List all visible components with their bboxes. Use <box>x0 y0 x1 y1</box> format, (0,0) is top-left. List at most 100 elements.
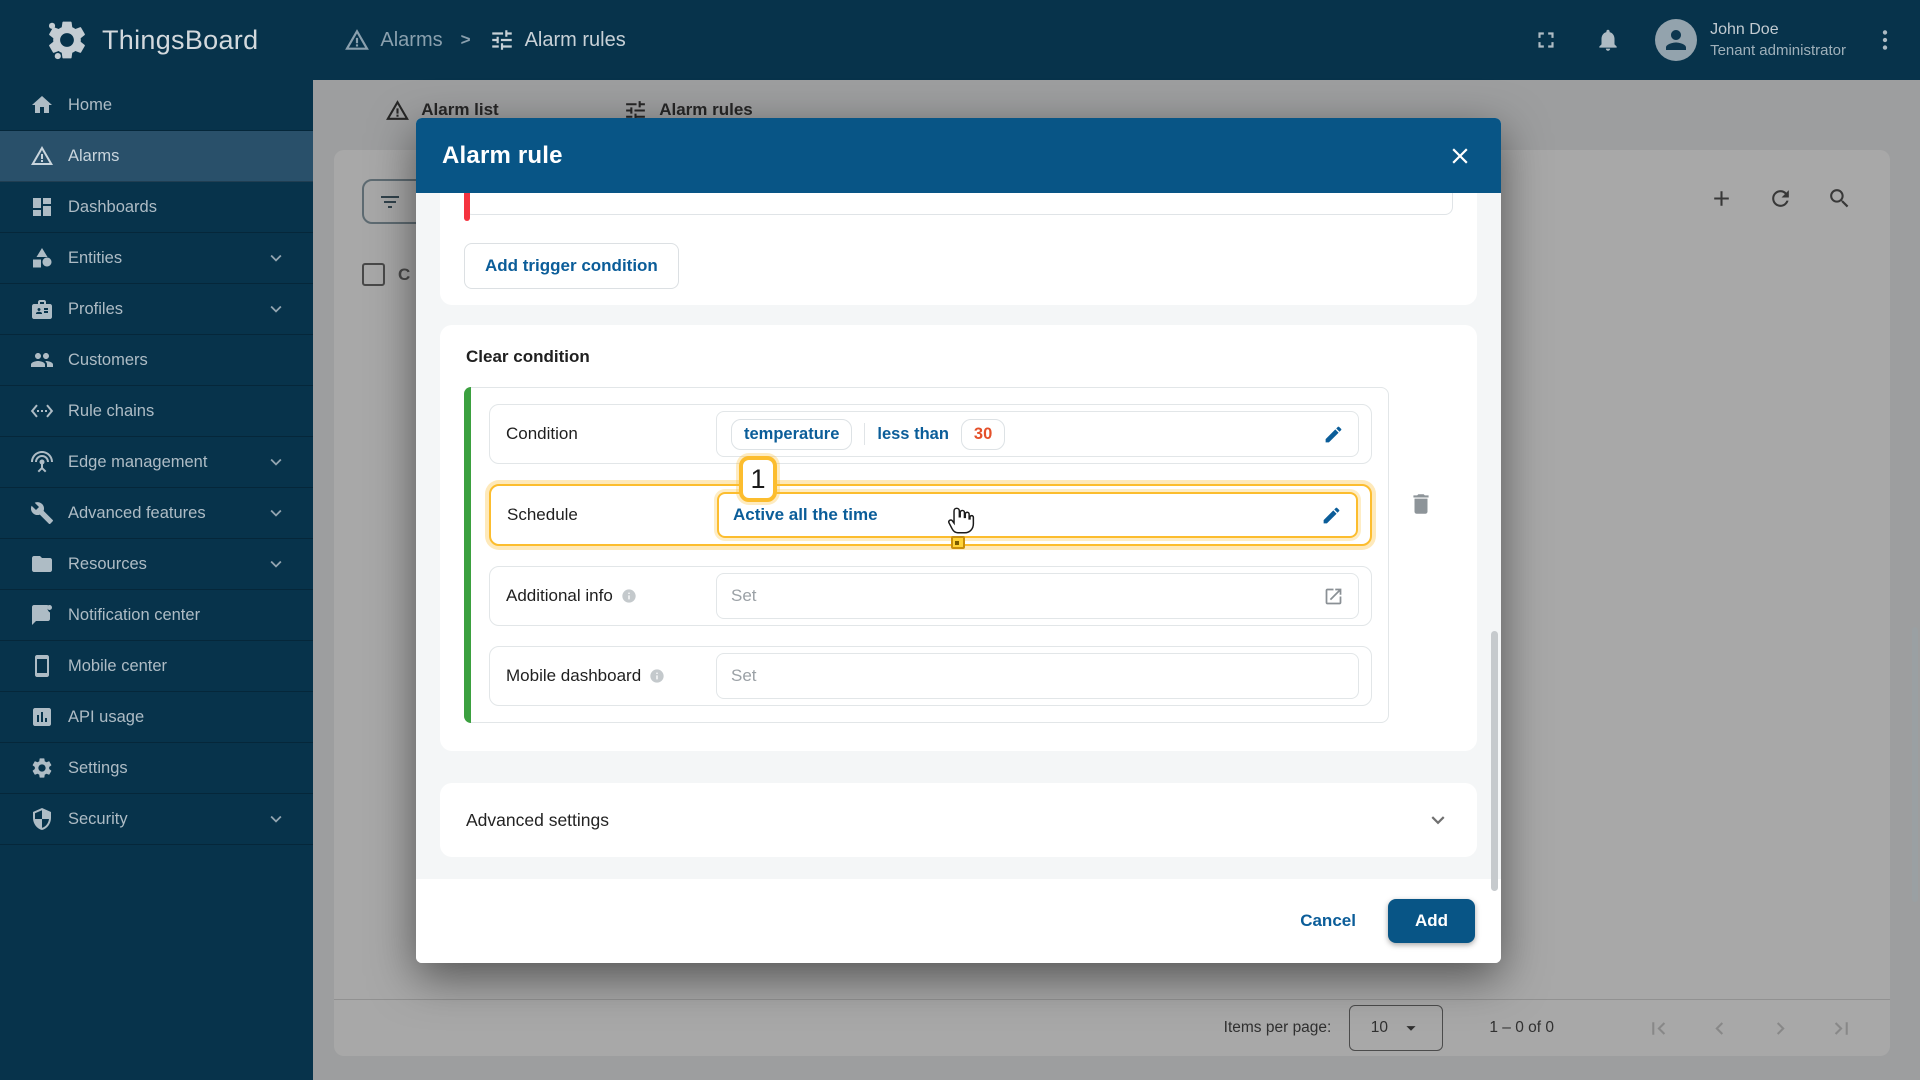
select-all-checkbox[interactable] <box>362 263 385 286</box>
logo-text: ThingsBoard <box>102 24 259 55</box>
category-icon <box>33 248 52 268</box>
required-error-bar <box>464 193 470 221</box>
schedule-field[interactable]: Active all the time <box>717 492 1358 538</box>
sidebar-item-mobile-center[interactable]: Mobile center <box>0 641 313 692</box>
table-toolbar <box>1709 186 1852 211</box>
warning-icon <box>386 99 410 120</box>
sidebar-item-home[interactable]: Home <box>0 80 313 131</box>
refresh-icon[interactable] <box>1768 186 1793 211</box>
sidebar-item-label: Customers <box>68 350 148 369</box>
chevron-down-icon <box>265 298 287 320</box>
edit-condition-button[interactable] <box>1323 424 1344 445</box>
cancel-button[interactable]: Cancel <box>1300 911 1356 930</box>
mobile-dashboard-label: Mobile dashboard <box>506 666 716 686</box>
page-size-select[interactable]: 10 <box>1349 1005 1444 1051</box>
chevron-right-icon <box>1776 1021 1785 1035</box>
add-trigger-condition-button[interactable]: Add trigger condition <box>464 243 679 289</box>
pencil-icon <box>1325 426 1342 442</box>
build-icon <box>30 502 53 524</box>
alarm-tabs: Alarm list Alarm rules <box>334 86 826 134</box>
more-menu-button[interactable] <box>1872 27 1898 53</box>
fullscreen-icon <box>1538 32 1554 48</box>
chip-divider <box>864 423 866 445</box>
breadcrumb-separator: > <box>460 30 471 49</box>
search-icon[interactable] <box>1827 186 1852 211</box>
sidebar-item-advanced-features[interactable]: Advanced features <box>0 488 313 539</box>
sidebar-item-security[interactable]: Security <box>0 794 313 845</box>
additional-info-placeholder: Set <box>731 586 757 605</box>
first-page-button[interactable] <box>1646 1016 1671 1041</box>
tune-icon <box>491 30 512 50</box>
sidebar-item-edge-management[interactable]: Edge management <box>0 437 313 488</box>
mobile-dashboard-field[interactable]: Set <box>716 653 1359 699</box>
condition-label: Condition <box>506 424 578 443</box>
message-dot-icon <box>32 605 52 625</box>
user-role: Tenant administrator <box>1710 41 1846 59</box>
advanced-settings-panel[interactable]: Advanced settings <box>440 783 1477 857</box>
sidebar-item-settings[interactable]: Settings <box>0 743 313 794</box>
antenna-icon <box>31 451 53 473</box>
tab-label: Alarm list <box>421 100 499 119</box>
navbar-actions: John Doe Tenant administrator <box>1497 19 1898 61</box>
page-size-value: 10 <box>1370 1019 1388 1036</box>
tab-alarm-list[interactable]: Alarm list <box>334 98 550 123</box>
sidebar-item-label: Entities <box>68 248 123 267</box>
add-icon[interactable] <box>1709 186 1734 211</box>
notifications-button[interactable] <box>1595 27 1621 53</box>
sidebar-item-dashboards[interactable]: Dashboards <box>0 182 313 233</box>
breadcrumb-alarms[interactable]: Alarms <box>344 27 443 53</box>
chevron-down-icon <box>265 808 287 830</box>
delete-clear-condition-button[interactable] <box>1389 387 1453 517</box>
page-scrollbar[interactable] <box>1912 627 1918 902</box>
fullscreen-button[interactable] <box>1533 27 1559 53</box>
sidebar-item-profiles[interactable]: Profiles <box>0 284 313 335</box>
prev-page-button[interactable] <box>1707 1016 1732 1041</box>
pencil-icon <box>1323 507 1340 523</box>
close-button[interactable] <box>1447 143 1473 169</box>
last-page-button[interactable] <box>1829 1016 1854 1041</box>
sidebar-item-resources[interactable]: Resources <box>0 539 313 590</box>
user-name: John Doe <box>1710 20 1779 38</box>
alarm-rule-dialog: Alarm rule Add trigger condition Clear c… <box>416 118 1501 963</box>
sidebar-item-customers[interactable]: Customers <box>0 335 313 386</box>
open-editor-button[interactable] <box>1323 586 1344 607</box>
schedule-label: Schedule <box>507 505 578 524</box>
thingsboard-logo[interactable]: ThingsBoard <box>44 17 258 63</box>
additional-info-label: Additional info <box>506 586 716 606</box>
user-menu[interactable]: John Doe Tenant administrator <box>1655 19 1846 61</box>
shield-icon <box>33 808 51 830</box>
dialog-footer: Cancel Add <box>416 879 1501 963</box>
people-icon <box>31 353 53 367</box>
add-button[interactable]: Add <box>1387 899 1475 943</box>
chevron-down-icon <box>265 502 287 524</box>
sidebar-item-alarms[interactable]: Alarms <box>0 131 313 182</box>
additional-info-field[interactable]: Set <box>716 573 1359 619</box>
home-icon <box>32 96 52 113</box>
sidebar-item-api-usage[interactable]: API usage <box>0 692 313 743</box>
advanced-settings-label: Advanced settings <box>466 809 610 830</box>
sidebar-item-label: Settings <box>68 758 128 777</box>
tab-alarm-rules[interactable]: Alarm rules <box>550 98 826 123</box>
condition-key-chip: temperature <box>731 418 853 450</box>
tab-label: Alarm rules <box>659 100 753 119</box>
sidebar-item-notification-center[interactable]: Notification center <box>0 590 313 641</box>
sidebar-item-rule-chains[interactable]: Rule chains <box>0 386 313 437</box>
clipped-condition-field[interactable] <box>464 193 1453 215</box>
pagination-range: 1 – 0 of 0 <box>1489 1019 1554 1036</box>
condition-field[interactable]: temperature less than 30 <box>716 411 1359 457</box>
clear-condition-heading: Clear condition <box>466 347 590 366</box>
dropdown-arrow-icon <box>1406 1026 1416 1031</box>
person-icon <box>1666 30 1687 50</box>
schedule-row: 1 Schedule Active all the time <box>489 456 1372 546</box>
dialog-scrollbar[interactable] <box>1491 631 1498 891</box>
next-page-button[interactable] <box>1768 1016 1793 1041</box>
mobile-dashboard-row: Mobile dashboard Set <box>489 646 1372 706</box>
breadcrumb-alarm-rules[interactable]: Alarm rules <box>489 27 626 53</box>
sidebar-item-entities[interactable]: Entities <box>0 233 313 284</box>
trash-icon <box>1413 494 1429 514</box>
partial-column-header: C <box>398 265 411 284</box>
chevron-left-icon <box>1715 1021 1724 1035</box>
edit-schedule-button[interactable] <box>1321 505 1342 526</box>
sidebar-item-label: Notification center <box>68 605 201 624</box>
sidebar-item-label: Profiles <box>68 299 124 318</box>
